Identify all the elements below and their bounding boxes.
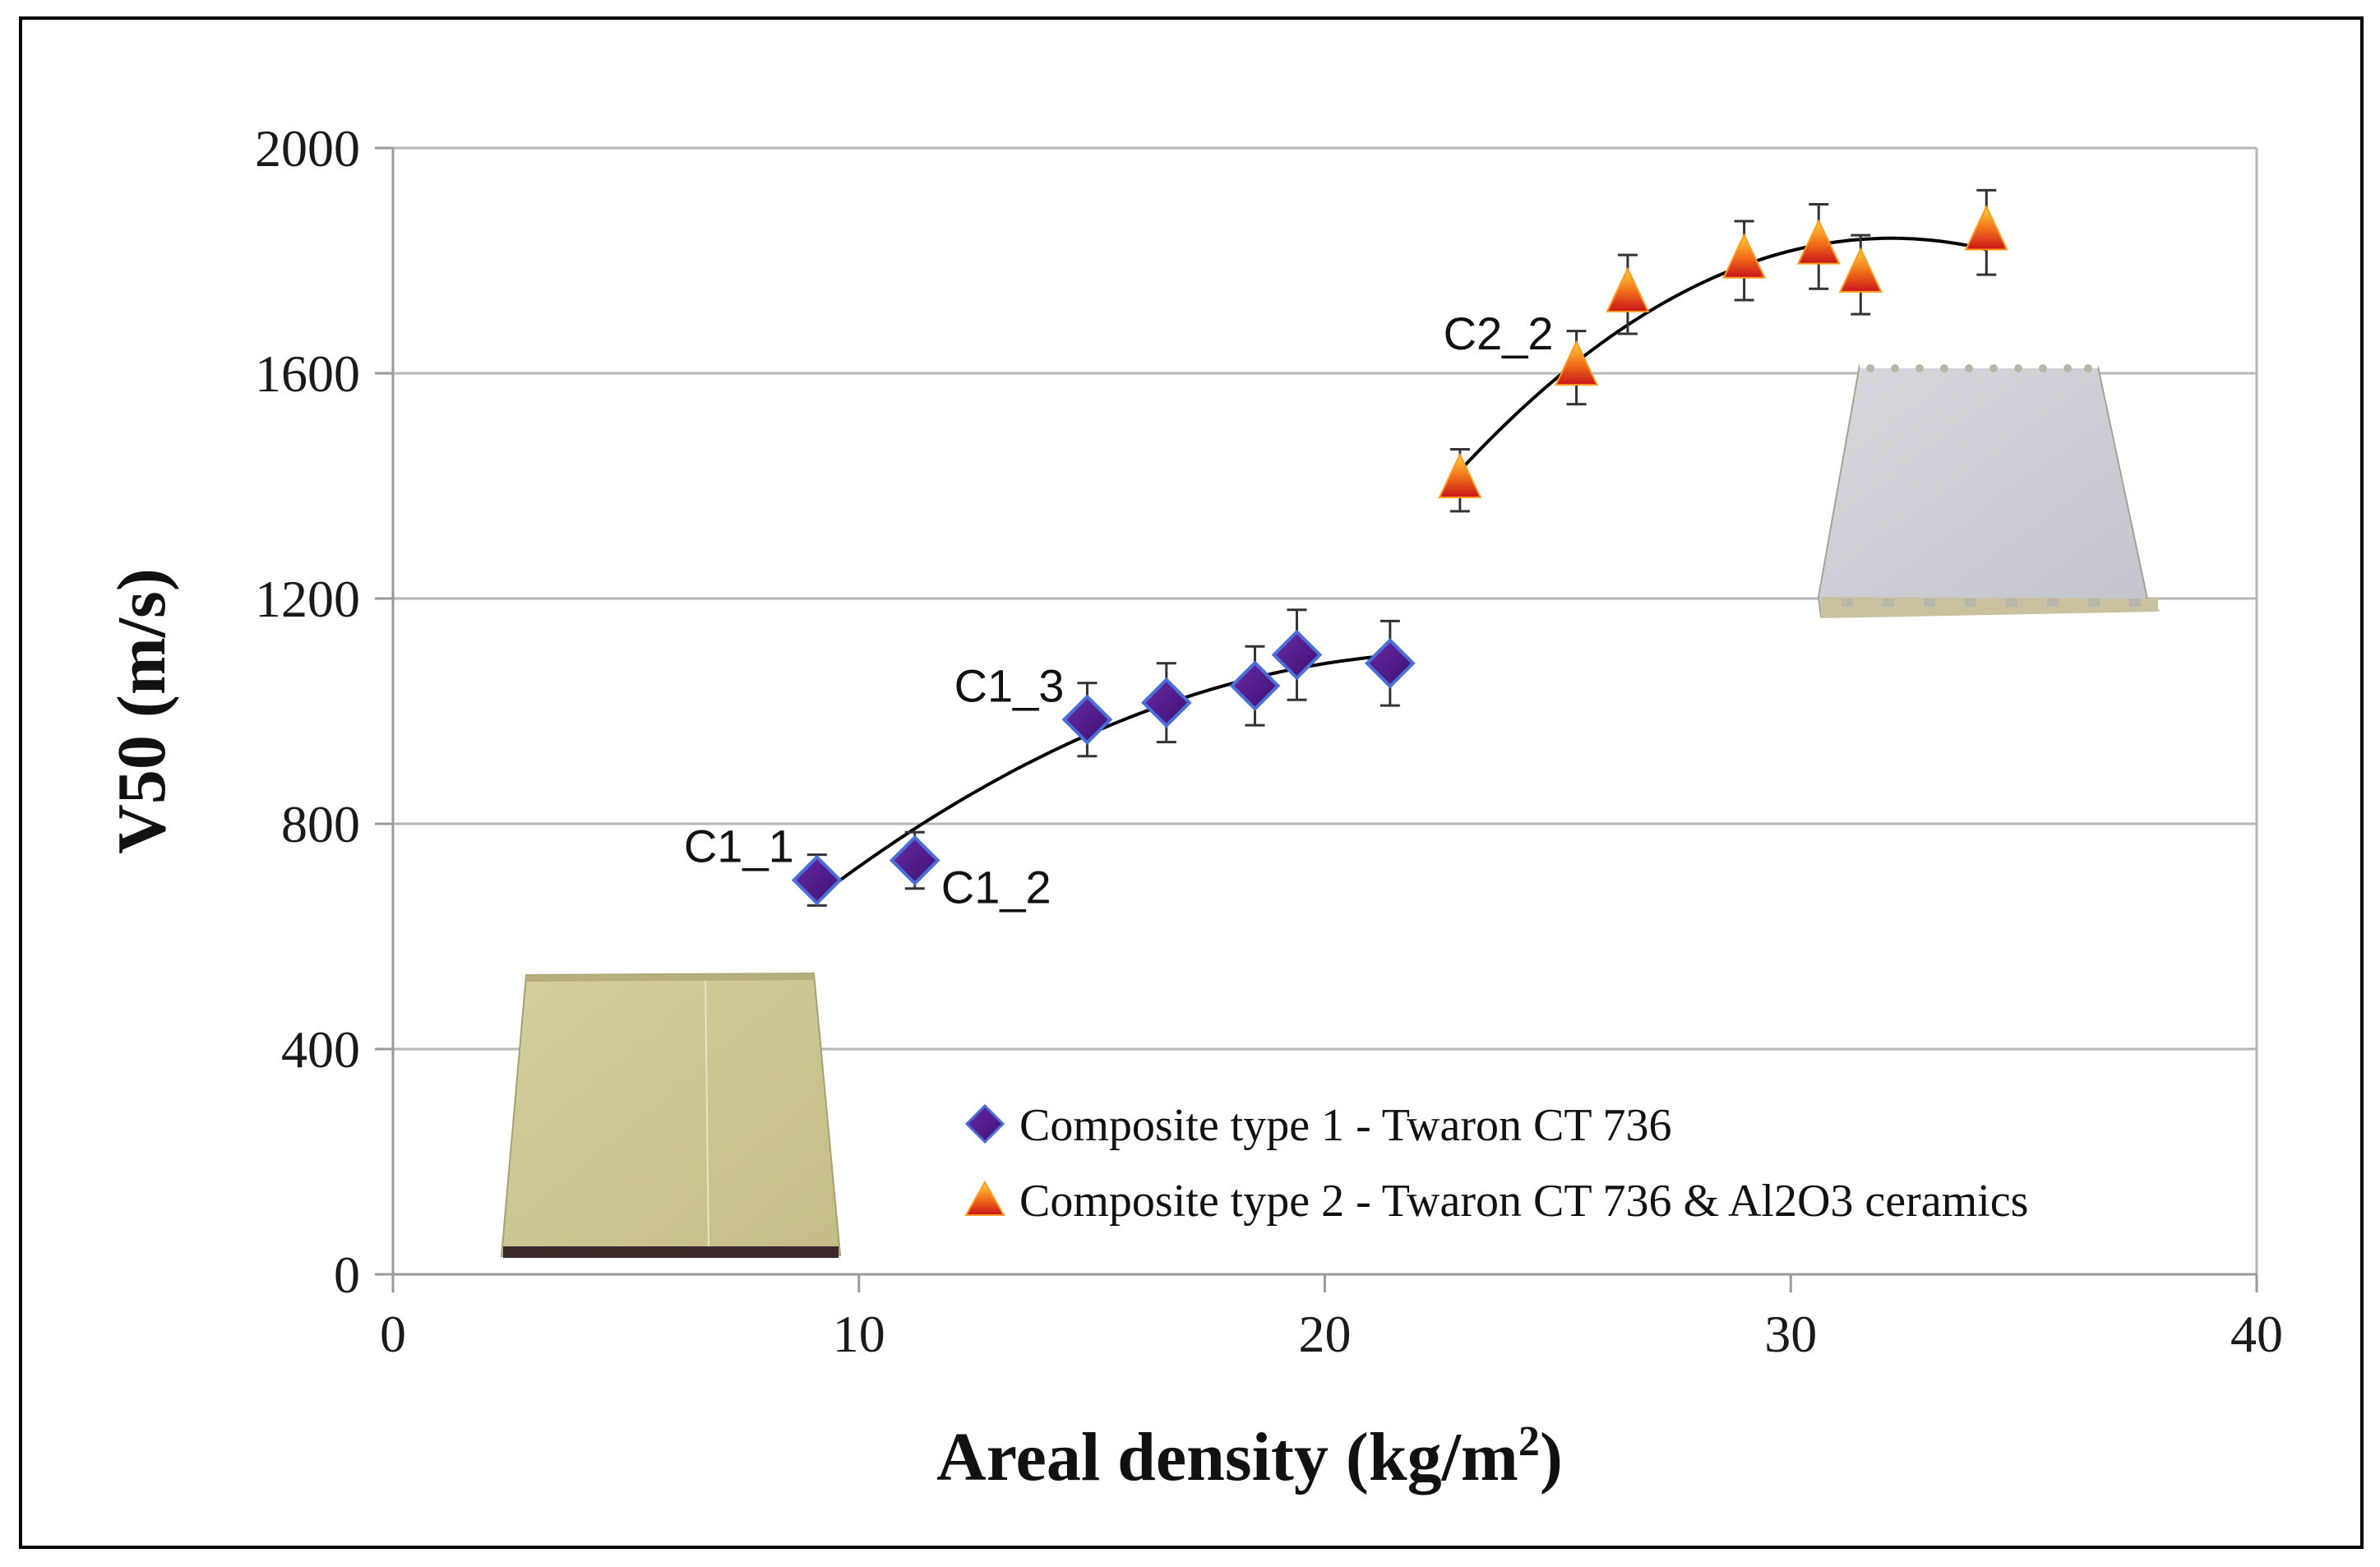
data-markers <box>791 205 2008 906</box>
annotation-label: C1_1 <box>684 820 794 872</box>
legend: Composite type 1 - Twaron CT 736 Composi… <box>964 1100 2028 1227</box>
data-point-diamond <box>1061 694 1113 746</box>
data-point-diamond <box>1365 637 1416 689</box>
figure-frame <box>19 16 2364 1549</box>
point-annotations: C1_1 C1_2 C1_3 C2_2 <box>684 307 1554 913</box>
x-axis-title-superscript: 2 <box>1518 1418 1540 1465</box>
data-point-triangle <box>1721 233 1767 279</box>
y-tick-label: 800 <box>281 795 360 853</box>
legend-item-type1: Composite type 1 - Twaron CT 736 <box>964 1100 1672 1151</box>
legend-triangle-icon <box>964 1180 1005 1216</box>
data-point-diamond <box>1140 677 1192 728</box>
y-tick-label: 1600 <box>255 344 360 403</box>
legend-label-type1: Composite type 1 - Twaron CT 736 <box>1019 1100 1672 1151</box>
data-point-diamond <box>1229 660 1281 712</box>
y-tick-label: 400 <box>281 1020 360 1079</box>
legend-diamond-icon <box>964 1103 1005 1144</box>
x-tick-label: 40 <box>2230 1305 2283 1363</box>
y-tick-label: 2000 <box>255 119 360 178</box>
y-axis-ticks: 0 400 800 1200 1600 2000 <box>255 119 393 1304</box>
data-point-triangle <box>1838 247 1883 293</box>
x-axis-title-main: Areal density (kg/m <box>936 1419 1518 1495</box>
data-point-triangle <box>1964 205 2008 251</box>
legend-label-type2: Composite type 2 - Twaron CT 736 & Al2O3… <box>1019 1176 2028 1227</box>
data-point-triangle <box>1796 219 1841 265</box>
annotation-label: C1_2 <box>941 862 1051 913</box>
x-axis-title: Areal density (kg/m2) <box>936 1418 1563 1495</box>
annotation-label: C2_2 <box>1444 307 1554 359</box>
data-point-diamond <box>889 834 940 886</box>
y-axis-title: V50 (m/s) <box>104 568 180 854</box>
x-axis-ticks: 0 10 20 30 40 <box>380 1274 2283 1363</box>
data-point-triangle <box>1554 340 1599 386</box>
y-tick-label: 1200 <box>255 570 360 628</box>
y-tick-label: 0 <box>334 1246 360 1304</box>
x-tick-label: 30 <box>1764 1305 1817 1363</box>
composite-type2-photo <box>1817 360 2160 618</box>
x-tick-label: 0 <box>380 1305 406 1363</box>
data-point-diamond <box>791 854 843 906</box>
data-point-triangle <box>1606 266 1650 312</box>
legend-item-type2: Composite type 2 - Twaron CT 736 & Al2O3… <box>964 1176 2028 1227</box>
annotation-label: C1_3 <box>954 659 1065 711</box>
data-point-triangle <box>1438 452 1482 498</box>
trendline-series-2 <box>1458 236 1987 472</box>
x-tick-label: 20 <box>1299 1305 1352 1363</box>
data-point-diamond <box>1271 629 1323 681</box>
x-axis-title-end: ) <box>1540 1419 1563 1495</box>
x-tick-label: 10 <box>833 1305 885 1363</box>
composite-type1-photo <box>500 972 842 1258</box>
